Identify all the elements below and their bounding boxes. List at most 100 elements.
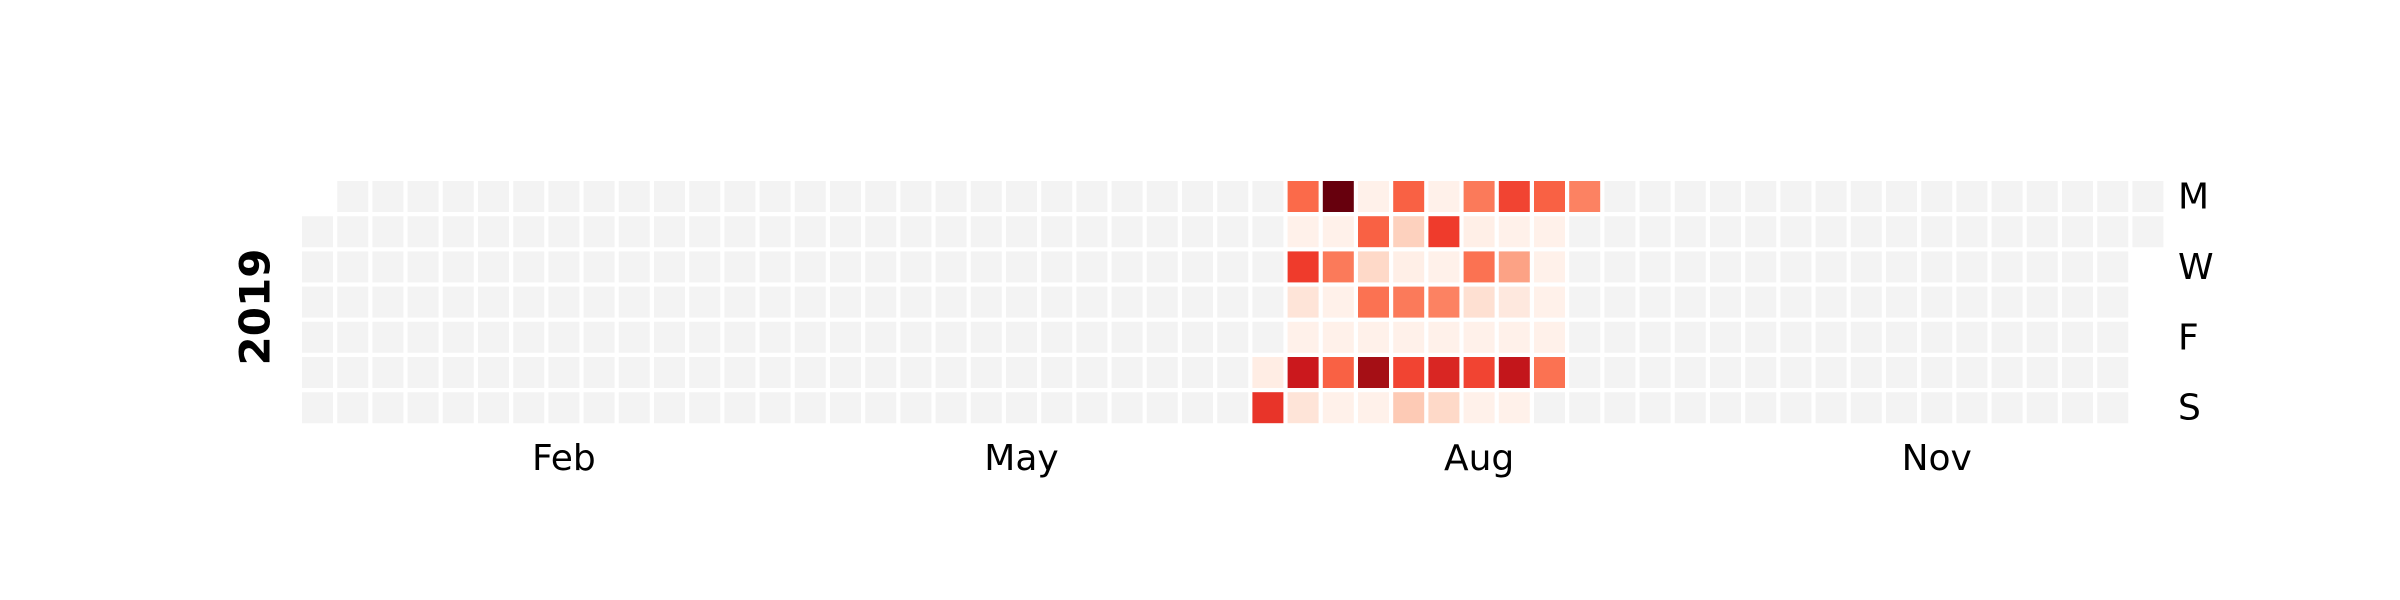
heatmap-cell: [1815, 392, 1847, 424]
heatmap-cell: [583, 357, 615, 388]
heatmap-cell: [2026, 392, 2058, 424]
heatmap-cell: [548, 216, 580, 248]
heatmap-cell: [759, 321, 791, 353]
heatmap-cell: [935, 251, 967, 283]
heatmap-cell: [654, 251, 685, 283]
heatmap-cell: [1076, 216, 1108, 248]
heatmap-cell: [724, 357, 756, 388]
heatmap-cell: [1886, 286, 1917, 318]
heatmap-cell: [1674, 321, 1706, 353]
heatmap-cell: [1745, 286, 1777, 318]
heatmap-cell: [1006, 321, 1037, 353]
day-tick-label: S: [2178, 388, 2201, 429]
heatmap-cell: [1041, 216, 1073, 248]
heatmap-cell: [2132, 181, 2164, 212]
heatmap-cell: [794, 357, 826, 388]
heatmap-cell: [1534, 181, 1565, 212]
heatmap-cell: [1146, 286, 1178, 318]
heatmap-cell: [1287, 216, 1319, 248]
heatmap-cell: [935, 181, 967, 212]
heatmap-cell: [830, 216, 861, 248]
heatmap-cell: [759, 357, 791, 388]
heatmap-cell: [513, 357, 545, 388]
year-label: 2019: [231, 249, 280, 366]
heatmap-cell: [865, 321, 897, 353]
heatmap-cell: [1041, 392, 1073, 424]
heatmap-cell: [1780, 216, 1812, 248]
heatmap-cell: [759, 286, 791, 318]
month-tick-label: Nov: [1902, 438, 1972, 479]
heatmap-cell: [1639, 357, 1671, 388]
heatmap-cell: [970, 357, 1002, 388]
heatmap-cell: [478, 181, 509, 212]
heatmap-cell: [618, 392, 650, 424]
heatmap-cell: [1358, 216, 1389, 248]
heatmap-cell: [2062, 357, 2093, 388]
heatmap-cell: [1322, 321, 1354, 353]
heatmap-cell: [1956, 216, 1988, 248]
heatmap-cell: [1111, 321, 1143, 353]
heatmap-cell: [618, 251, 650, 283]
heatmap-cell: [548, 286, 580, 318]
heatmap-cell: [1710, 181, 1741, 212]
heatmap-cell: [1217, 357, 1249, 388]
heatmap-cell: [689, 286, 721, 318]
heatmap-cell: [1710, 357, 1741, 388]
heatmap-cell: [2097, 251, 2129, 283]
heatmap-cell: [513, 216, 545, 248]
heatmap-cell: [1217, 216, 1249, 248]
heatmap-cell: [302, 216, 333, 248]
heatmap-cell: [442, 357, 474, 388]
heatmap-cell: [1850, 216, 1882, 248]
heatmap-cell: [759, 216, 791, 248]
heatmap-cell: [1780, 321, 1812, 353]
heatmap-cell: [1850, 357, 1882, 388]
heatmap-cell: [1639, 251, 1671, 283]
heatmap-cell: [407, 286, 439, 318]
heatmap-cell: [1815, 181, 1847, 212]
heatmap-cell: [1217, 251, 1249, 283]
heatmap-cell: [1639, 392, 1671, 424]
heatmap-cell: [1710, 392, 1741, 424]
heatmap-cell: [618, 216, 650, 248]
heatmap-cell: [724, 216, 756, 248]
heatmap-cell: [1252, 286, 1284, 318]
heatmap-cell: [1287, 392, 1319, 424]
heatmap-cell: [654, 181, 685, 212]
heatmap-cell: [1639, 216, 1671, 248]
heatmap-cell: [1252, 216, 1284, 248]
heatmap-cell: [1358, 181, 1389, 212]
heatmap-cell: [1041, 251, 1073, 283]
heatmap-cell: [2062, 392, 2093, 424]
heatmap-cell: [372, 216, 404, 248]
heatmap-cell: [900, 181, 932, 212]
heatmap-cell: [513, 181, 545, 212]
heatmap-cell: [830, 181, 861, 212]
heatmap-cell: [970, 216, 1002, 248]
heatmap-cell: [1322, 181, 1354, 212]
heatmap-cell: [1463, 216, 1495, 248]
heatmap-cell: [1921, 392, 1953, 424]
heatmap-cell: [1041, 321, 1073, 353]
heatmap-cell: [689, 181, 721, 212]
heatmap-cell: [1252, 357, 1284, 388]
heatmap-cell: [407, 216, 439, 248]
heatmap-cell: [1358, 286, 1389, 318]
heatmap-cell: [935, 357, 967, 388]
heatmap-cell: [1322, 357, 1354, 388]
heatmap-cell: [372, 392, 404, 424]
heatmap-cell: [302, 357, 333, 388]
heatmap-cell: [970, 251, 1002, 283]
heatmap-cell: [1182, 357, 1213, 388]
heatmap-cell: [794, 321, 826, 353]
heatmap-cell: [1956, 251, 1988, 283]
heatmap-cell: [1956, 181, 1988, 212]
heatmap-cell: [935, 286, 967, 318]
heatmap-cell: [1674, 181, 1706, 212]
heatmap-cell: [1463, 357, 1495, 388]
heatmap-cell: [1745, 216, 1777, 248]
heatmap-cell: [1041, 181, 1073, 212]
heatmap-cell: [1921, 357, 1953, 388]
heatmap-cell: [1463, 392, 1495, 424]
heatmap-cell: [654, 357, 685, 388]
